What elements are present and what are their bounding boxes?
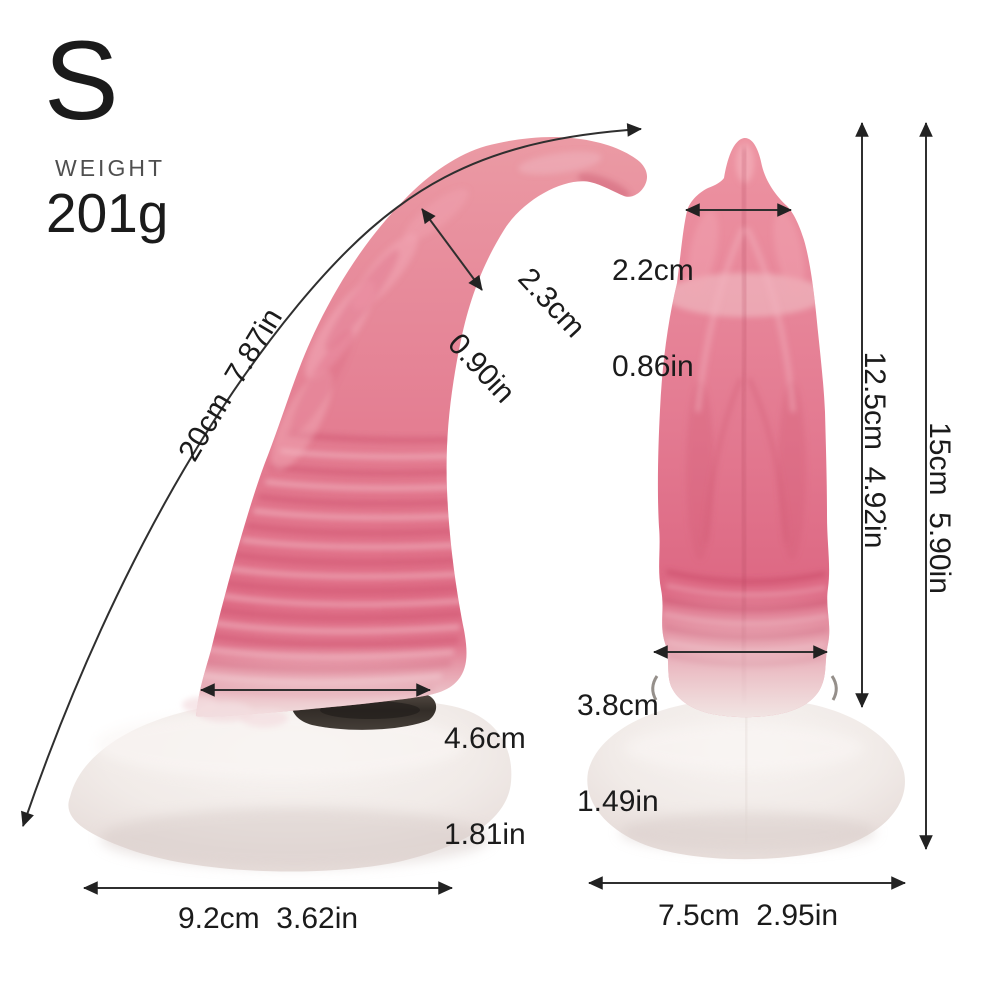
side-lower-width-in: 1.81in (444, 818, 526, 851)
weight-value: 201g (46, 182, 169, 244)
front-shaft-width-cm: 3.8cm (577, 689, 659, 722)
front-base-highlight (624, 724, 864, 772)
side-base-shadow (100, 808, 490, 868)
arrow-side-tip-width (421, 208, 483, 291)
size-label: S (44, 18, 119, 143)
dimension-arrows (21, 122, 933, 895)
front-junction-marks (651, 675, 838, 701)
front-base-width-label: 7.5cm 2.95in (657, 899, 839, 932)
weight-label: WEIGHT (55, 155, 165, 181)
arrow-side-curved-length (21, 123, 642, 827)
front-shaft-width-in: 1.49in (577, 785, 659, 818)
side-lower-width-label: 4.6cm 1.81in (444, 659, 526, 915)
front-tip-width-cm: 2.2cm (612, 254, 694, 287)
front-base-shadow (620, 812, 876, 852)
front-base-crease (744, 711, 749, 843)
front-tip-width-in: 0.86in (612, 350, 694, 383)
front-insertable-length-label: 12.5cm 4.92in (858, 351, 891, 549)
side-lower-width-cm: 4.6cm (444, 722, 526, 755)
front-tip-width-label: 2.2cm 0.86in (612, 191, 694, 447)
front-view-product (587, 137, 905, 860)
side-tip-width-cm: 2.3cm (511, 261, 592, 345)
front-shaft-width-label: 3.8cm 1.49in (577, 626, 659, 882)
side-base-width-label: 9.2cm 3.62in (177, 902, 359, 935)
front-total-length-label: 15cm 5.90in (923, 422, 956, 594)
side-tip-width-in: 0.90in (441, 327, 522, 410)
